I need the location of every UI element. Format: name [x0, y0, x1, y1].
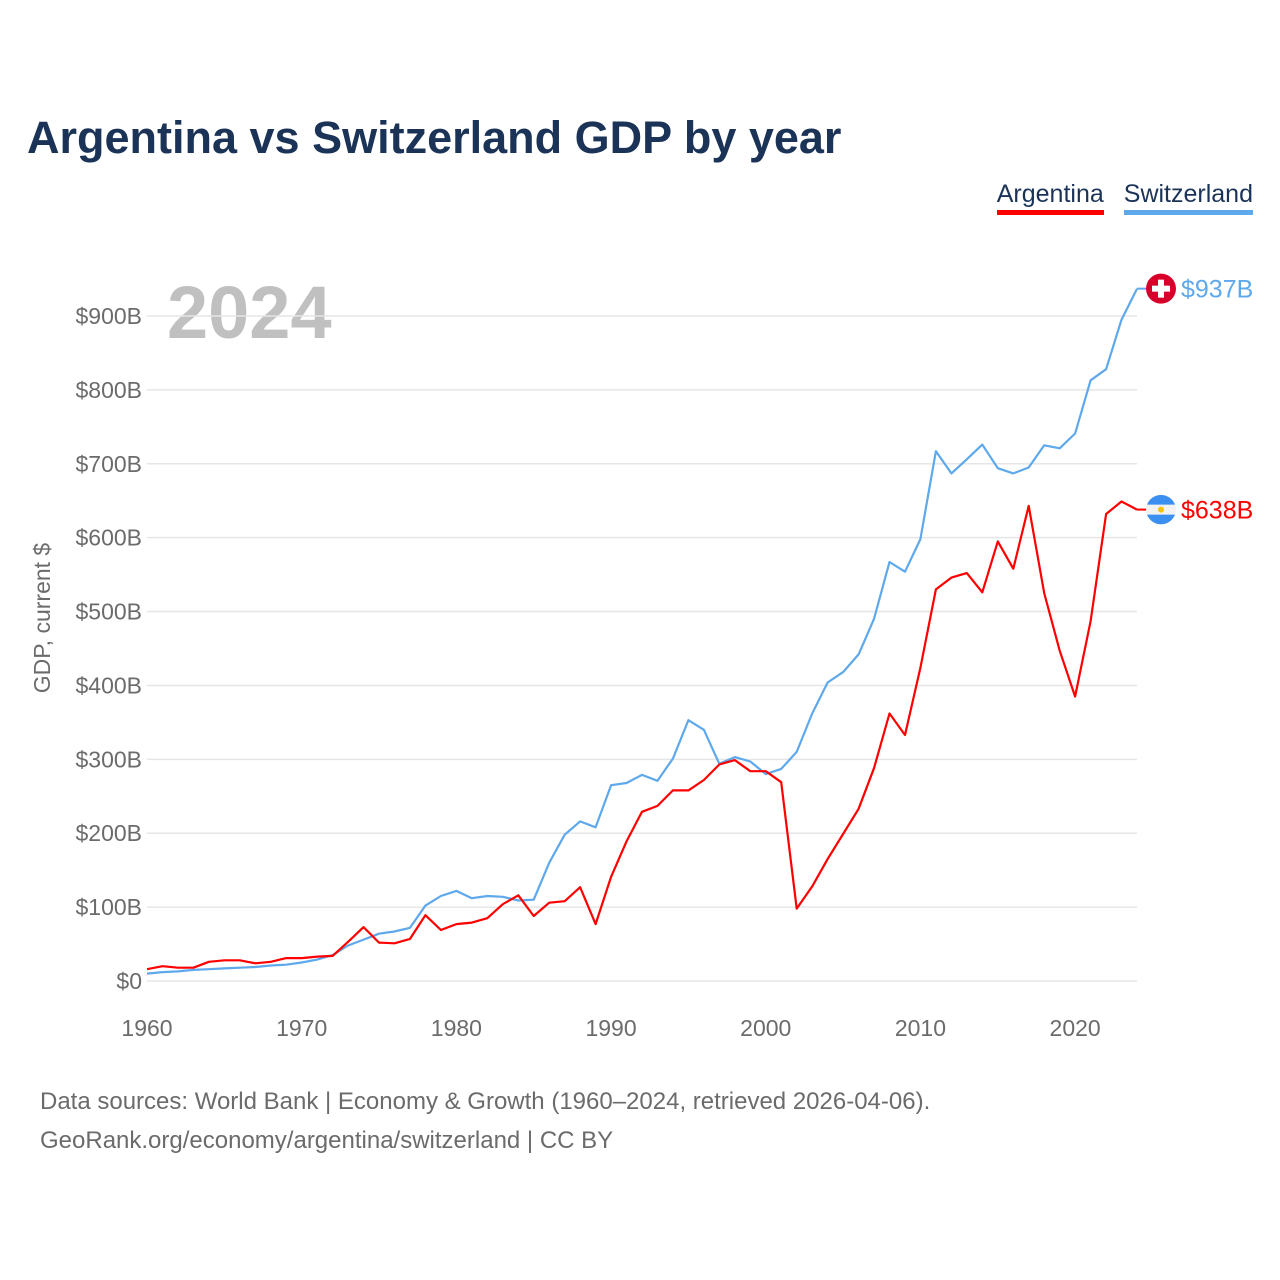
y-tick-label: $100B — [75, 894, 142, 920]
year-watermark: 2024 — [167, 271, 332, 354]
y-tick-label: $500B — [75, 599, 142, 625]
y-tick-label: $300B — [75, 746, 142, 772]
y-axis-label: GDP, current $ — [29, 543, 55, 694]
x-tick-label: 2000 — [740, 1015, 791, 1041]
y-tick-label: $0 — [116, 968, 142, 994]
series-line-argentina — [146, 500, 1138, 971]
legend-item-switzerland[interactable]: Switzerland — [1123, 180, 1253, 215]
end-value-label: $638B — [1181, 497, 1253, 525]
source-line-1: Data sources: World Bank | Economy & Gro… — [40, 1088, 931, 1115]
x-tick-label: 1980 — [431, 1015, 482, 1041]
chart-title: Argentina vs Switzerland GDP by year — [27, 112, 842, 163]
source-line-2: GeoRank.org/economy/argentina/switzerlan… — [40, 1127, 614, 1154]
flag-stripe — [1147, 494, 1175, 505]
flag-stripe — [1147, 514, 1175, 525]
x-tick-label: 1960 — [121, 1015, 172, 1041]
x-tick-label: 1990 — [585, 1015, 636, 1041]
end-value-label: $937B — [1181, 276, 1253, 304]
y-tick-label: $400B — [75, 672, 142, 698]
legend: Argentina Switzerland — [996, 180, 1253, 215]
y-tick-label: $900B — [75, 303, 142, 329]
y-tick-label: $700B — [75, 451, 142, 477]
x-tick-label: 2020 — [1050, 1015, 1101, 1041]
legend-item-argentina[interactable]: Argentina — [996, 180, 1104, 215]
y-tick-label: $600B — [75, 525, 142, 551]
flag-sun — [1158, 506, 1164, 513]
x-tick-label: 2010 — [895, 1015, 946, 1041]
source-note: Data sources: World Bank | Economy & Gro… — [40, 1082, 930, 1160]
series-line-switzerland — [146, 288, 1138, 975]
flag-cross — [1152, 285, 1170, 292]
x-tick-label: 1970 — [276, 1015, 327, 1041]
y-tick-label: $200B — [75, 820, 142, 846]
y-tick-label: $800B — [75, 377, 142, 403]
